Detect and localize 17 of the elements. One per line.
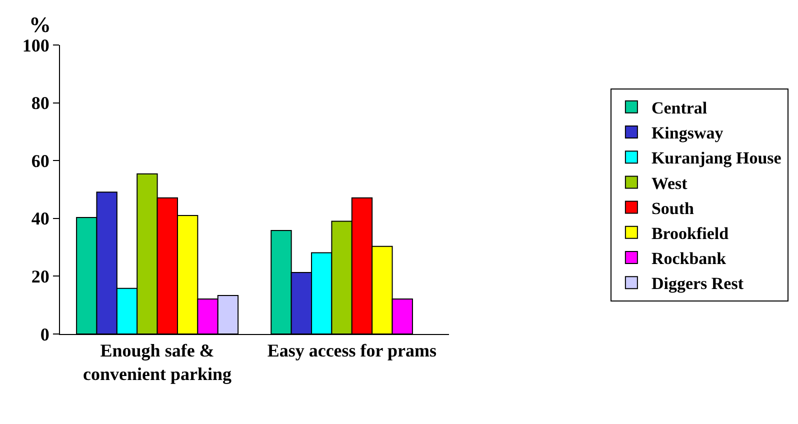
y-tick-label: 40 [31,208,50,229]
legend-label: Kuranjang House [651,148,782,168]
legend-label: Diggers Rest [651,274,744,294]
legend-label: Kingsway [651,124,724,143]
x-tick-label: Easy access for prams [267,340,436,361]
x-tick-label: Enough safe & convenient parking [83,340,232,384]
y-axis-title: % [29,12,51,37]
y-tick-label: 60 [31,150,50,171]
y-tick-label: 20 [31,266,50,286]
legend-label: South [651,198,695,218]
legend-label: Brookfield [651,224,730,244]
legend-label: Central [651,98,708,118]
y-tick-label: 0 [40,324,50,344]
legend-label: Rockbank [651,249,727,268]
y-tick-label: 100 [22,35,50,56]
legend-label: West [651,174,688,193]
y-tick-label: 80 [31,93,50,114]
